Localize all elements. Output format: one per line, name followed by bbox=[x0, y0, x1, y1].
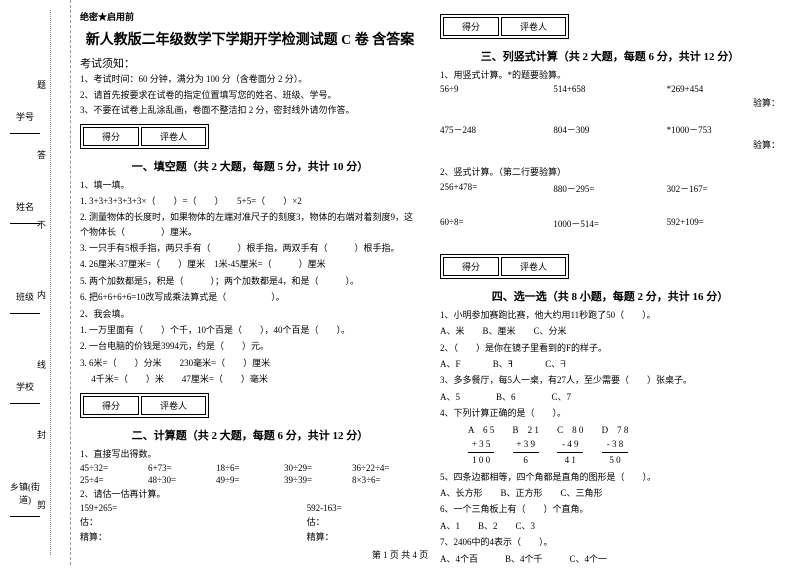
seal-char: 不 bbox=[35, 220, 48, 229]
math-option-d: D 7 8- 3 85 0 bbox=[602, 423, 629, 468]
calc-row: 25÷4=48÷30=49÷9=39÷39=8×3÷6= bbox=[80, 475, 420, 485]
page-footer: 第 1 页 共 4 页 bbox=[0, 548, 800, 561]
seal-char: 线 bbox=[35, 360, 48, 369]
option-row: A、米 B、厘米 C、分米 bbox=[440, 324, 780, 338]
section-title: 一、填空题（共 2 大题，每题 5 分，共计 10 分） bbox=[80, 158, 420, 174]
question-text: 4. 26厘米-37厘米=（ ）厘米 1米-45厘米=（ ）厘米 bbox=[80, 257, 420, 271]
calc-row: 估：估： bbox=[80, 515, 420, 528]
dotted-line bbox=[50, 10, 51, 555]
seal-char: 答 bbox=[35, 150, 48, 159]
question-text: 1、小明参加赛跑比赛，他大约用11秒跑了50（ ）。 bbox=[440, 308, 780, 322]
calc-row: 精算：精算： bbox=[80, 530, 420, 543]
margin-field-school: 学校 bbox=[10, 380, 40, 406]
question-heading: 2、竖式计算。（第二行要验算） bbox=[440, 165, 780, 179]
grader-cell: 评卷人 bbox=[141, 127, 206, 146]
question-text: 1. 一万里面有（ ）个千，10个百是（ ），40个百是（ ）。 bbox=[80, 323, 420, 337]
notice-line: 1、考试时间：60 分钟，满分为 100 分（含卷面分 2 分）。 bbox=[80, 73, 420, 87]
question-text: 4千米=（ ）米 47厘米=（ ）毫米 bbox=[80, 372, 420, 386]
secret-label: 绝密★启用前 bbox=[80, 10, 420, 23]
grader-cell: 评卷人 bbox=[141, 396, 206, 415]
question-text: 2. 测量物体的长度时，如果物体的左端对准尺子的刻度3，物体的右端对着刻度9，这… bbox=[80, 210, 420, 239]
option-row: A、5 B、6 C、7 bbox=[440, 390, 780, 404]
score-cell: 得分 bbox=[83, 127, 139, 146]
option-row: A、长方形 B、正方形 C、三角形 bbox=[440, 486, 780, 500]
verify-label: 验算： bbox=[440, 138, 780, 151]
question-text: 2、（ ）是你在镜子里看到的F的样子。 bbox=[440, 341, 780, 355]
score-cell: 得分 bbox=[443, 257, 499, 276]
math-option-a: A 6 5+ 3 51 0 0 bbox=[468, 423, 494, 468]
option-row: A、1 B、2 C、3 bbox=[440, 519, 780, 533]
right-column: 得分 评卷人 三、列竖式计算（共 2 大题，每题 6 分，共计 12 分） 1、… bbox=[440, 10, 780, 568]
math-option-c: C 8 0- 4 94 1 bbox=[557, 423, 583, 468]
option-row: A、F B、ꟻ C、ᖷ bbox=[440, 357, 780, 371]
grader-cell: 评卷人 bbox=[501, 257, 566, 276]
question-text: 1. 3+3+3+3+3+3×（ ）=（ ） 5+5=（ ）×2 bbox=[80, 194, 420, 208]
notice-line: 2、请首先按要求在试卷的指定位置填写您的姓名、班级、学号。 bbox=[80, 89, 420, 103]
math-option-b: B 2 1+ 3 96 bbox=[513, 423, 539, 468]
margin-field-id: 学号 bbox=[10, 110, 40, 136]
score-box: 得分 评卷人 bbox=[80, 124, 209, 149]
seal-char: 封 bbox=[35, 430, 48, 439]
seal-char: 剪 bbox=[35, 500, 48, 509]
score-box: 得分 评卷人 bbox=[440, 14, 569, 39]
question-heading: 1、直接写出得数。 bbox=[80, 447, 420, 461]
question-heading: 1、填一填。 bbox=[80, 178, 420, 192]
calc-row: 475－248804－309*1000－753 bbox=[440, 123, 780, 136]
question-text: 3、多多餐厅，每5人一桌，有27人，至少需要（ ）张桌子。 bbox=[440, 373, 780, 387]
binding-margin: 乡镇(街道) 学校 班级 姓名 学号 剪 封 线 内 不 答 题 bbox=[0, 0, 71, 565]
question-heading: 2、我会填。 bbox=[80, 307, 420, 321]
notice-heading: 考试须知： bbox=[80, 55, 420, 71]
calc-row: 45÷32=6+73=18÷6=30÷29=36÷22÷4= bbox=[80, 463, 420, 473]
question-heading: 2、请估一估再计算。 bbox=[80, 487, 420, 501]
calc-row: 159+265=592-163= bbox=[80, 503, 420, 513]
score-box: 得分 评卷人 bbox=[80, 393, 209, 418]
verify-label: 验算： bbox=[440, 96, 780, 109]
vertical-math-row: A 6 5+ 3 51 0 0 B 2 1+ 3 96 C 8 0- 4 94 … bbox=[440, 423, 780, 468]
question-text: 6. 把6+6+6+6=10改写成乘法算式是（ ）。 bbox=[80, 290, 420, 304]
grader-cell: 评卷人 bbox=[501, 17, 566, 36]
seal-char: 题 bbox=[35, 80, 48, 89]
calc-row: 56÷9514+658*269+454 bbox=[440, 84, 780, 94]
question-text: 4、下列计算正确的是（ ）。 bbox=[440, 406, 780, 420]
question-text: 3. 一只手有5根手指，两只手有（ ）根手指，两双手有（ ）根手指。 bbox=[80, 241, 420, 255]
question-text: 2. 一台电脑的价钱是3994元，约是（ ）元。 bbox=[80, 339, 420, 353]
left-column: 绝密★启用前 新人教版二年级数学下学期开学检测试题 C 卷 含答案 考试须知： … bbox=[80, 10, 420, 545]
section-title: 四、选一选（共 8 小题，每题 2 分，共计 16 分） bbox=[440, 288, 780, 304]
exam-title: 新人教版二年级数学下学期开学检测试题 C 卷 含答案 bbox=[80, 29, 420, 49]
score-cell: 得分 bbox=[83, 396, 139, 415]
calc-row: 60÷8=1000－514=592+109= bbox=[440, 217, 780, 230]
question-text: 6、一个三角板上有（ ）个直角。 bbox=[440, 502, 780, 516]
question-text: 5、四条边都相等，四个角都是直角的图形是（ ）。 bbox=[440, 470, 780, 484]
notice-line: 3、不要在试卷上乱涂乱画，卷面不整洁扣 2 分，密封线外请勿作答。 bbox=[80, 104, 420, 118]
score-box: 得分 评卷人 bbox=[440, 254, 569, 279]
question-text: 5. 两个加数都是5，积是（ ）；两个加数都是4，和是（ ）。 bbox=[80, 274, 420, 288]
score-cell: 得分 bbox=[443, 17, 499, 36]
section-title: 二、计算题（共 2 大题，每题 6 分，共计 12 分） bbox=[80, 427, 420, 443]
seal-char: 内 bbox=[35, 290, 48, 299]
question-heading: 1、用竖式计算。*的题要验算。 bbox=[440, 68, 780, 82]
section-title: 三、列竖式计算（共 2 大题，每题 6 分，共计 12 分） bbox=[440, 48, 780, 64]
calc-row: 256+478=880－295=302－167= bbox=[440, 182, 780, 195]
question-text: 3. 6米=（ ）分米 230毫米=（ ）厘米 bbox=[80, 356, 420, 370]
